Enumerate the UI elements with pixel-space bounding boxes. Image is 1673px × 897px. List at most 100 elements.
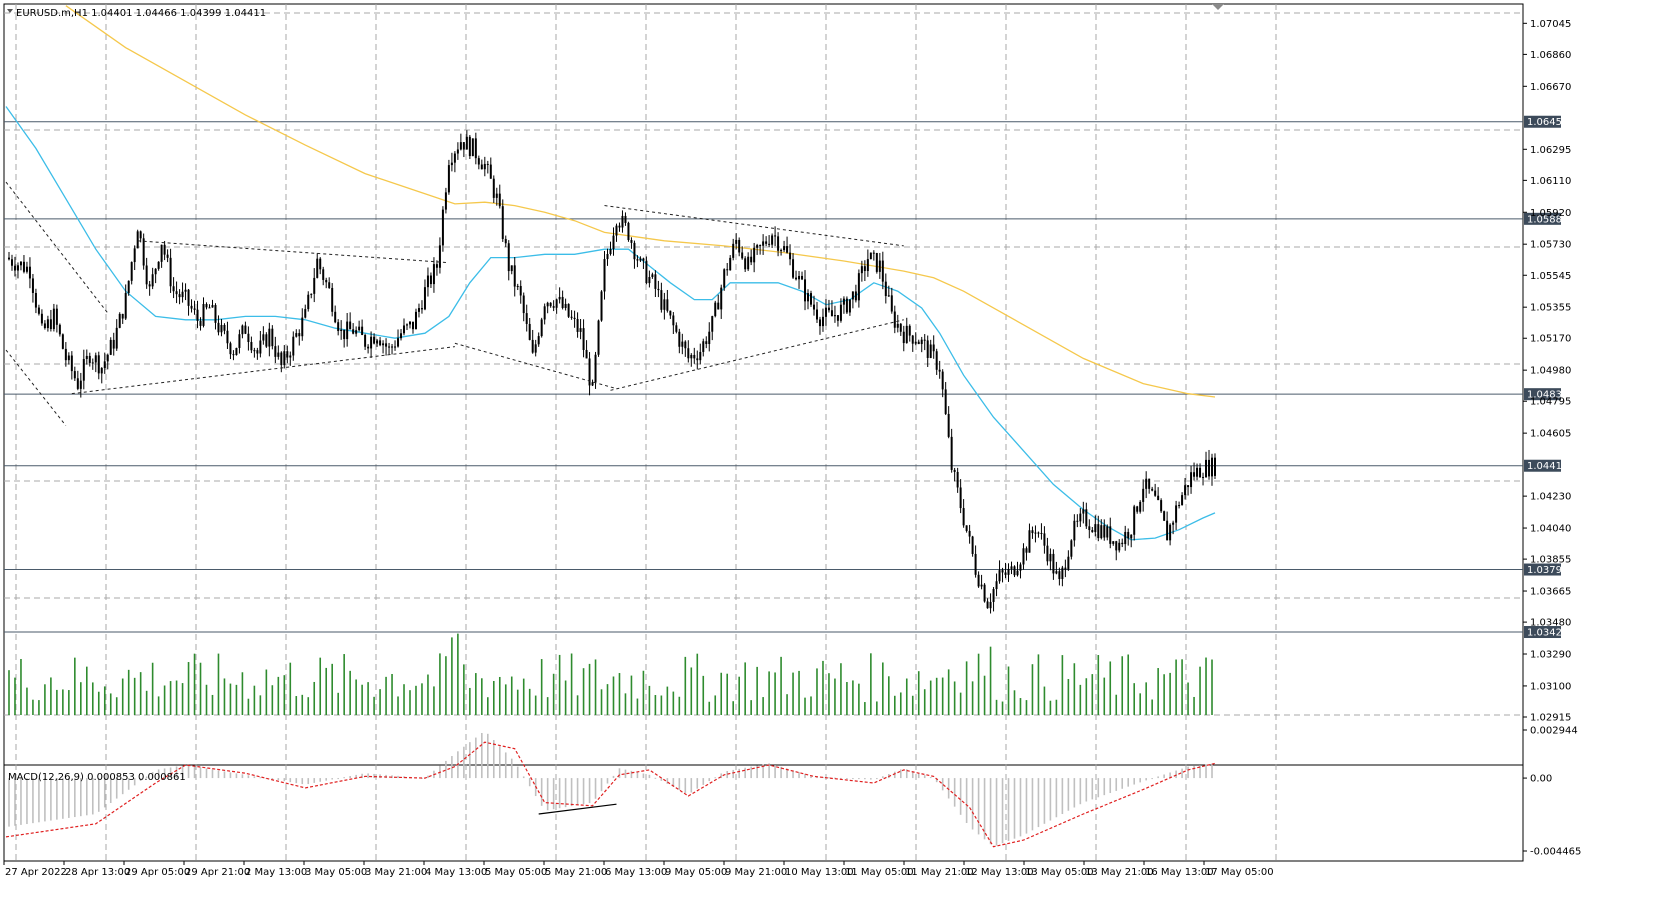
candle-body: [331, 287, 334, 312]
volume-bar: [840, 663, 842, 715]
volume-bar: [20, 658, 22, 715]
macd-bar: [1145, 778, 1147, 781]
trendline[interactable]: [5, 181, 109, 314]
trendlines[interactable]: [5, 181, 904, 815]
candle-body: [403, 325, 406, 334]
macd-bar: [941, 778, 944, 791]
volume-bar: [205, 684, 208, 715]
candle-body: [397, 338, 400, 347]
dropdown-triangle-icon[interactable]: [7, 9, 13, 13]
price-tick-label: 1.06670: [1530, 82, 1571, 93]
volume-bar: [397, 696, 399, 715]
trendline[interactable]: [604, 205, 904, 247]
macd-bar: [935, 778, 938, 783]
volume-bar: [780, 656, 782, 715]
candle-body: [711, 316, 714, 332]
candle-body: [486, 163, 489, 165]
volume-bar: [636, 698, 639, 715]
candle-body: [121, 313, 124, 319]
macd-bar: [1073, 778, 1076, 808]
macd-trendline[interactable]: [538, 803, 617, 815]
candle-body: [13, 265, 16, 271]
price-axis[interactable]: 1.07045 1.06860 1.06670 1.06295 1.06110 1.059…: [1523, 19, 1571, 724]
macd-bar: [1097, 778, 1100, 798]
candle-body: [597, 320, 600, 355]
volume-bar: [139, 672, 142, 715]
macd-bar: [253, 776, 256, 779]
candle-body: [232, 354, 235, 356]
macd-bar: [163, 768, 166, 779]
volume-bar: [618, 673, 621, 715]
volume-bar: [995, 699, 998, 715]
candle-body: [971, 536, 974, 554]
candle-body: [1118, 542, 1121, 551]
macd-bar: [858, 778, 860, 780]
candle-body: [702, 341, 705, 352]
trendline[interactable]: [610, 319, 904, 391]
candle-body: [1148, 478, 1151, 489]
macd-bar: [235, 773, 238, 779]
candle-body: [732, 243, 735, 258]
candle-body: [376, 340, 379, 344]
candle-body: [884, 281, 887, 297]
trendline[interactable]: [454, 342, 617, 390]
macd-bar: [1211, 763, 1213, 779]
volume-bar: [289, 662, 292, 715]
macd-bar: [1109, 778, 1112, 794]
macd-bar: [600, 778, 603, 792]
candle-body: [498, 193, 501, 207]
time-tick-label: 3 May 05:00: [305, 867, 367, 878]
volume-bar: [175, 680, 178, 715]
candle-body: [229, 343, 232, 355]
volume-bar: [235, 684, 238, 715]
macd-bar: [792, 770, 794, 779]
candle-body: [247, 333, 250, 342]
candle-body: [567, 303, 570, 317]
trendline[interactable]: [5, 349, 67, 426]
trendline[interactable]: [137, 240, 449, 264]
volume-bar: [97, 691, 100, 715]
candle-body: [211, 305, 214, 308]
candle-body: [1166, 520, 1169, 541]
candle-body: [1082, 509, 1085, 514]
candle-body: [438, 245, 441, 268]
candle-body: [1097, 524, 1100, 539]
price-levels[interactable]: 1.06459 1.05881 1.04837 1.04411 1.03793 1.034…: [4, 115, 1568, 639]
volume-bar: [540, 659, 543, 715]
macd-bar: [582, 778, 585, 805]
candle-body: [833, 315, 836, 317]
candle-body: [684, 341, 687, 349]
candle-body: [818, 319, 821, 327]
volume-bar: [1085, 678, 1088, 715]
macd-bar: [834, 777, 836, 779]
volume-bar: [774, 672, 776, 715]
macd-tick-label: -0.004465: [1530, 847, 1581, 858]
candle-body: [388, 346, 391, 348]
macd-bar: [558, 778, 561, 809]
candle-body: [468, 136, 471, 157]
trendline[interactable]: [71, 346, 455, 395]
volume-bar: [337, 692, 339, 715]
volume-bar: [469, 687, 471, 715]
candle-body: [205, 304, 208, 308]
macd-bar: [690, 778, 693, 793]
volume-bar: [349, 670, 351, 715]
candle-body: [370, 336, 373, 349]
volume-bar: [935, 677, 938, 715]
candle-body: [217, 322, 220, 333]
volume-bar: [445, 656, 447, 715]
candle-body: [1205, 459, 1208, 478]
candle-body: [792, 259, 795, 278]
macd-bar: [451, 756, 453, 779]
volume-bar: [271, 685, 274, 715]
shift-marker-icon[interactable]: [1212, 4, 1224, 10]
candle-body: [678, 331, 681, 347]
volume-bar: [307, 697, 310, 715]
candle-body: [1112, 541, 1115, 544]
time-tick-label: 10 May 13:00: [785, 867, 854, 878]
candle-body: [250, 341, 253, 351]
candle-body: [887, 295, 890, 297]
